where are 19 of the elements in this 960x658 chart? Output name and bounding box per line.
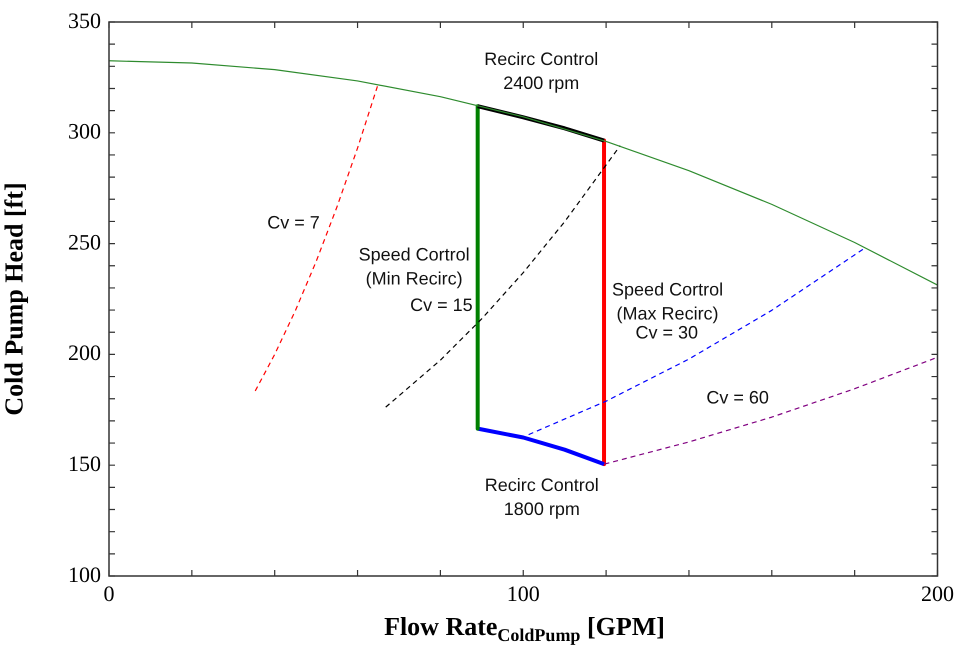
x-tick-label: 0 bbox=[104, 580, 114, 606]
series-label: Speed Cortrol (Max Recirc) bbox=[612, 279, 724, 324]
y-tick-label: 350 bbox=[68, 8, 101, 33]
series-label: Cv = 7 bbox=[267, 212, 320, 233]
series-label: Cv = 60 bbox=[706, 388, 769, 408]
y-tick-label: 100 bbox=[68, 562, 101, 587]
x-tick-label: 100 bbox=[506, 580, 540, 606]
y-tick-label: 150 bbox=[68, 450, 101, 476]
series-label: Recirc Control 2400 rpm bbox=[484, 49, 598, 94]
y-tick-label: 300 bbox=[68, 118, 101, 144]
y-tick-label: 250 bbox=[68, 229, 101, 254]
series-label: Speed Cortrol (Min Recirc) bbox=[358, 244, 470, 288]
y-axis-title: Cold Pump Head [ft] bbox=[0, 182, 28, 416]
y-tick-label: 200 bbox=[68, 340, 101, 366]
series-label: Cv = 30 bbox=[636, 322, 698, 342]
series-label: Cv = 15 bbox=[410, 294, 473, 315]
series-label: Recirc Control 1800 rpm bbox=[484, 475, 599, 520]
x-tick-label: 200 bbox=[921, 580, 954, 606]
x-axis-title: Flow Rate$_{ColdPump}$ [GPM] bbox=[383, 612, 666, 646]
